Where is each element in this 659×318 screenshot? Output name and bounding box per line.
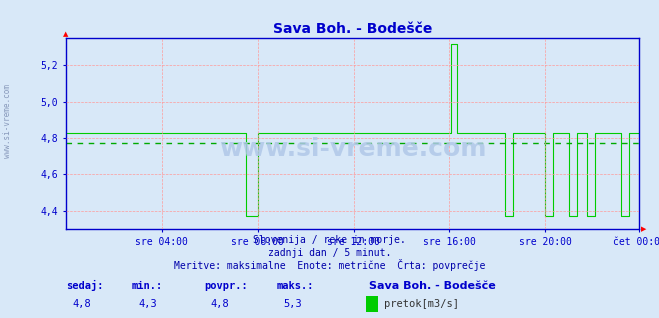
Text: maks.:: maks.: [277,281,314,291]
Text: ▲: ▲ [63,31,69,37]
Text: zadnji dan / 5 minut.: zadnji dan / 5 minut. [268,248,391,258]
Text: 5,3: 5,3 [283,299,302,309]
Text: www.si-vreme.com: www.si-vreme.com [219,137,486,161]
Text: pretok[m3/s]: pretok[m3/s] [384,299,459,309]
Text: povpr.:: povpr.: [204,281,248,291]
Text: 4,8: 4,8 [211,299,229,309]
Text: sedaj:: sedaj: [66,280,103,291]
Text: Meritve: maksimalne  Enote: metrične  Črta: povprečje: Meritve: maksimalne Enote: metrične Črta… [174,259,485,271]
Text: Sava Boh. - Bodešče: Sava Boh. - Bodešče [369,281,496,291]
Title: Sava Boh. - Bodešče: Sava Boh. - Bodešče [273,22,432,36]
Text: min.:: min.: [132,281,163,291]
Text: 4,8: 4,8 [72,299,91,309]
Text: www.si-vreme.com: www.si-vreme.com [3,84,13,158]
Text: 4,3: 4,3 [138,299,157,309]
Text: ▶: ▶ [641,226,646,232]
Text: Slovenija / reke in morje.: Slovenija / reke in morje. [253,235,406,245]
